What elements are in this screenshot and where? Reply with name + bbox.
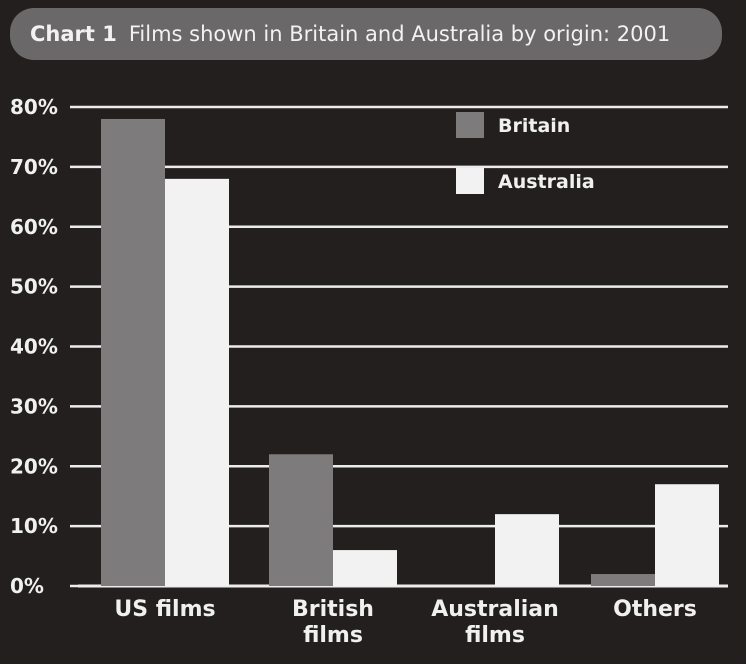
bar-britain-1 [269,454,333,586]
y-tick-label: 70% [10,155,58,179]
chart-title: Films shown in Britain and Australia by … [128,22,671,46]
legend-swatch-australia [456,168,484,194]
y-tick-label: 0% [10,574,44,598]
bar-australia-3 [655,484,719,586]
y-tick-label: 10% [10,514,58,538]
y-tick-label: 50% [10,275,58,299]
x-category-label: British [292,597,374,622]
y-tick-label: 20% [10,454,58,478]
legend-label-australia: Australia [498,171,595,193]
x-category-label: Others [613,597,697,622]
bar-australia-2 [495,514,559,586]
legend-label-britain: Britain [498,115,570,137]
x-category-label: films [303,623,363,648]
bar-britain-0 [101,118,165,586]
chart-number: Chart 1 [30,22,117,46]
bar-britain-3 [591,574,655,586]
y-tick-label: 30% [10,394,58,418]
x-category-label: films [465,623,525,648]
bar-australia-1 [333,550,397,586]
legend-swatch-britain [456,112,484,138]
y-tick-label: 40% [10,335,58,359]
chart-title-band: Chart 1 Films shown in Britain and Austr… [10,8,722,60]
x-category-label: US films [114,597,215,622]
y-tick-label: 80% [10,95,58,119]
bar-australia-0 [165,178,229,586]
y-tick-label: 60% [10,215,58,239]
x-category-label: Australian [431,597,559,622]
